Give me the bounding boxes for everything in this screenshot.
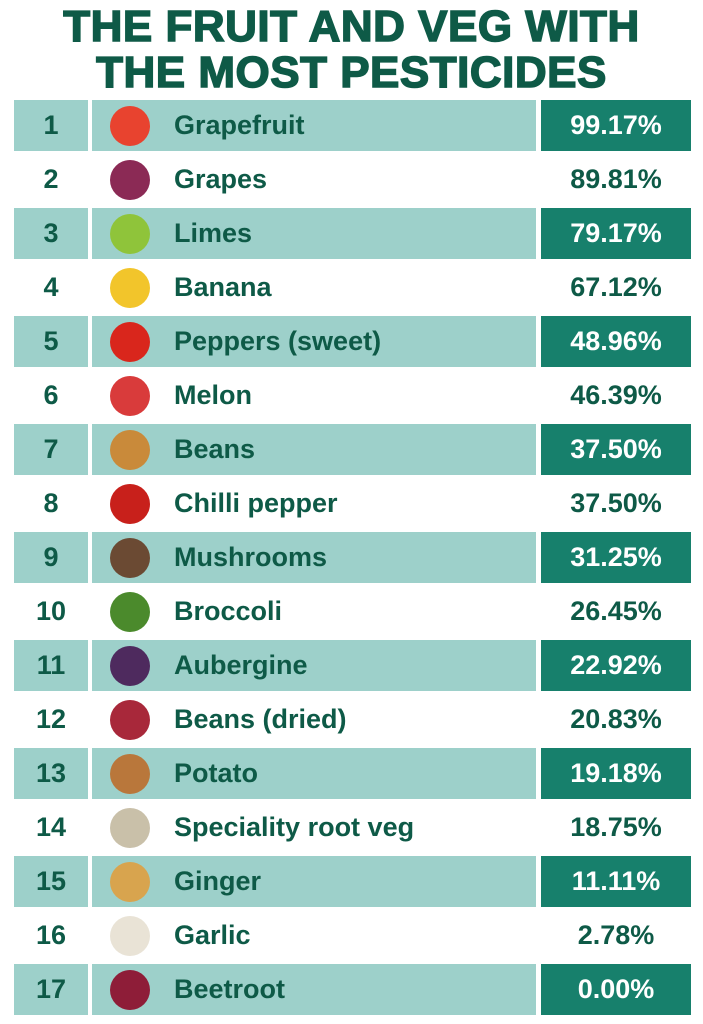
produce-icon bbox=[110, 268, 150, 308]
rank-cell: 17 bbox=[14, 964, 88, 1015]
percent-cell: 37.50% bbox=[570, 488, 662, 518]
produce-icon bbox=[110, 592, 150, 632]
percent-cell: 0.00% bbox=[541, 964, 691, 1015]
percent-cell: 99.17% bbox=[541, 100, 691, 151]
name-cell: Garlic bbox=[174, 920, 251, 950]
produce-icon bbox=[110, 538, 150, 578]
name-cell: Melon bbox=[174, 380, 252, 410]
rank-cell: 1 bbox=[14, 100, 88, 151]
rank-cell: 7 bbox=[14, 424, 88, 475]
rank-cell: 8 bbox=[43, 488, 59, 518]
percent-cell: 20.83% bbox=[570, 704, 662, 734]
produce-icon bbox=[110, 214, 150, 254]
produce-icon bbox=[110, 700, 150, 740]
rank-cell: 16 bbox=[35, 920, 67, 950]
rank-cell: 14 bbox=[35, 812, 67, 842]
name-cell: Grapes bbox=[174, 164, 268, 194]
name-cell: Chilli pepper bbox=[174, 488, 338, 518]
name-cell: Broccoli bbox=[174, 596, 283, 626]
percent-cell: 26.45% bbox=[570, 596, 662, 626]
rank-cell: 3 bbox=[14, 208, 88, 259]
percent-cell: 37.50% bbox=[541, 424, 691, 475]
percent-cell: 67.12% bbox=[570, 272, 662, 302]
produce-icon bbox=[110, 754, 150, 794]
rank-cell: 5 bbox=[14, 316, 88, 367]
name-cell: Ginger bbox=[92, 856, 536, 907]
produce-icon bbox=[110, 646, 150, 686]
name-cell: Beans (dried) bbox=[174, 704, 347, 734]
rank-cell: 11 bbox=[14, 640, 88, 691]
produce-icon bbox=[110, 430, 150, 470]
produce-icon bbox=[110, 862, 150, 902]
produce-icon bbox=[110, 916, 150, 956]
percent-cell: 89.81% bbox=[570, 164, 662, 194]
percent-cell: 46.39% bbox=[570, 380, 662, 410]
name-cell: Peppers (sweet) bbox=[92, 316, 536, 367]
rank-cell: 4 bbox=[43, 272, 59, 302]
name-cell: Limes bbox=[92, 208, 536, 259]
rank-cell: 2 bbox=[43, 164, 59, 194]
name-cell: Banana bbox=[174, 272, 272, 302]
percent-cell: 18.75% bbox=[570, 812, 662, 842]
produce-icon bbox=[110, 376, 150, 416]
rank-cell: 13 bbox=[14, 748, 88, 799]
produce-icon bbox=[110, 484, 150, 524]
name-cell: Aubergine bbox=[92, 640, 536, 691]
name-cell: Mushrooms bbox=[92, 532, 536, 583]
title-line: THE FRUIT AND VEG WITH bbox=[63, 2, 640, 51]
produce-icon bbox=[110, 322, 150, 362]
name-cell: Speciality root veg bbox=[174, 812, 415, 842]
name-cell: Beans bbox=[92, 424, 536, 475]
produce-icon bbox=[110, 106, 150, 146]
rank-cell: 6 bbox=[43, 380, 59, 410]
produce-icon bbox=[110, 970, 150, 1010]
title-line: THE MOST PESTICIDES bbox=[95, 48, 607, 97]
percent-cell: 2.78% bbox=[577, 920, 655, 950]
rank-cell: 12 bbox=[35, 704, 67, 734]
name-cell: Grapefruit bbox=[92, 100, 536, 151]
percent-cell: 31.25% bbox=[541, 532, 691, 583]
percent-cell: 79.17% bbox=[541, 208, 691, 259]
percent-cell: 48.96% bbox=[541, 316, 691, 367]
produce-icon bbox=[110, 808, 150, 848]
rank-cell: 9 bbox=[14, 532, 88, 583]
percent-cell: 22.92% bbox=[541, 640, 691, 691]
produce-icon bbox=[110, 160, 150, 200]
name-cell: Beetroot bbox=[92, 964, 536, 1015]
percent-cell: 11.11% bbox=[541, 856, 691, 907]
name-cell: Potato bbox=[92, 748, 536, 799]
rank-cell: 10 bbox=[35, 596, 67, 626]
rank-cell: 15 bbox=[14, 856, 88, 907]
percent-cell: 19.18% bbox=[541, 748, 691, 799]
